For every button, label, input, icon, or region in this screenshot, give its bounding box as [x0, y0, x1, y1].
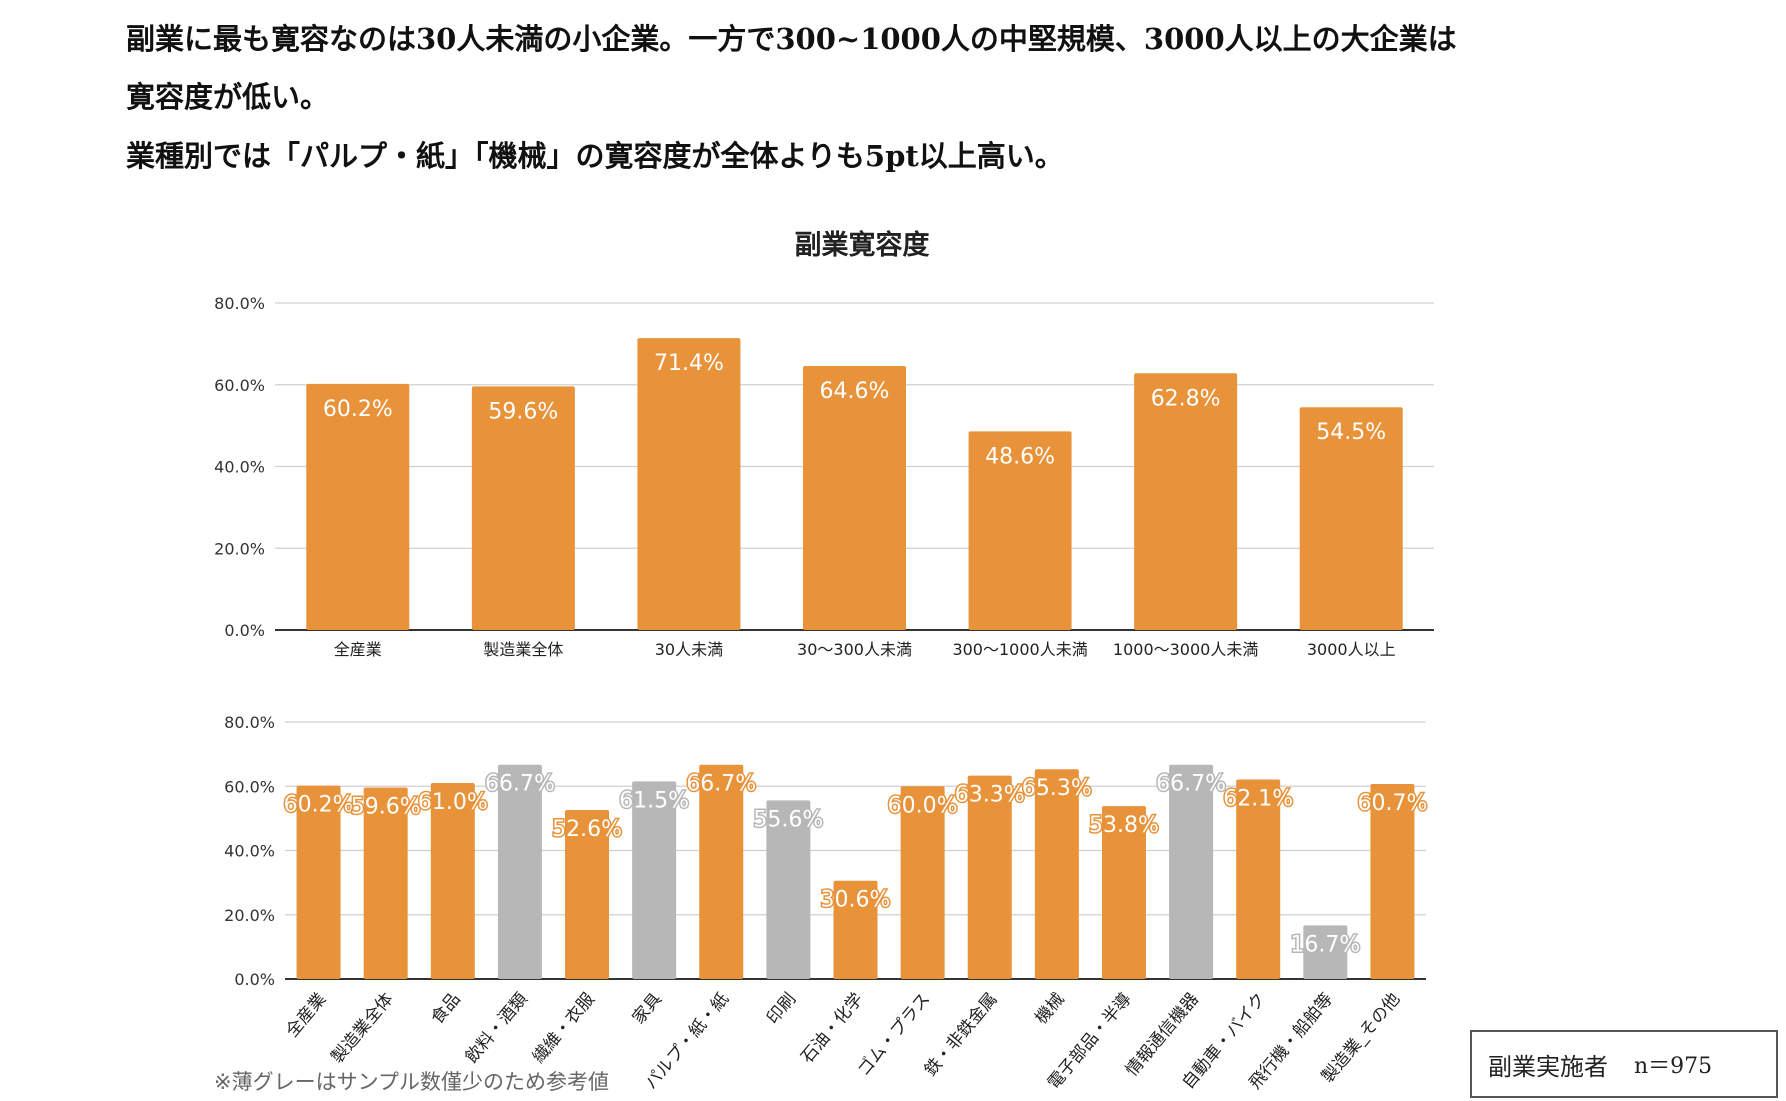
data-label: 66.7%	[1156, 772, 1226, 797]
bar	[968, 431, 1072, 630]
data-label: 71.4%	[654, 351, 724, 376]
y-tick-label: 40.0%	[224, 842, 275, 861]
bar	[363, 787, 408, 979]
sample-label: 副業実施者	[1488, 1052, 1608, 1081]
data-label: 16.7%	[1290, 932, 1360, 957]
bar	[1370, 784, 1415, 979]
bar	[699, 764, 744, 979]
bar	[497, 764, 542, 979]
x-tick-label: 繊維・衣服	[529, 989, 599, 1067]
x-tick-label: 30～300人未満	[797, 640, 912, 659]
data-label: 63.3%	[955, 783, 1025, 808]
data-label: 66.7%	[686, 772, 756, 797]
x-tick-label: 300～1000人未満	[952, 640, 1087, 659]
data-label: 55.6%	[753, 807, 823, 832]
data-label: 66.7%	[485, 772, 555, 797]
data-label: 53.8%	[1089, 813, 1159, 838]
x-tick-label: 石油・化学	[797, 989, 867, 1067]
data-label: 52.6%	[552, 817, 622, 842]
data-label: 61.0%	[418, 790, 488, 815]
bar	[1101, 806, 1146, 979]
y-tick-label: 20.0%	[214, 539, 265, 558]
bar	[632, 781, 677, 979]
sample-n: n＝975	[1634, 1054, 1713, 1079]
bar	[1169, 764, 1214, 979]
data-label: 64.6%	[820, 379, 890, 404]
bar	[565, 810, 610, 979]
bar	[803, 365, 906, 630]
data-label: 59.6%	[351, 795, 421, 820]
bar	[430, 783, 475, 979]
data-label: 54.5%	[1316, 420, 1386, 445]
x-tick-label: 家具	[629, 989, 666, 1028]
y-tick-label: 0.0%	[234, 970, 275, 989]
data-label: 30.6%	[821, 888, 891, 913]
x-tick-label: 全産業	[282, 989, 330, 1041]
data-label: 62.8%	[1151, 386, 1221, 411]
headline-line-2: 寛容度が低い。	[126, 80, 330, 114]
data-label: 62.1%	[1223, 787, 1293, 812]
bar	[766, 800, 811, 979]
y-tick-label: 60.0%	[214, 376, 265, 395]
chart-title: 副業寛容度	[795, 229, 930, 261]
headline-line-3: 業種別では「パルプ・紙」「機械」の寛容度が全体よりも5pt以上高い。	[126, 139, 1064, 173]
reference-note: ※薄グレーはサンプル数僅少のため参考値	[214, 1070, 609, 1094]
bar	[296, 785, 341, 979]
data-label: 59.6%	[488, 399, 558, 424]
x-tick-label: 飲料・酒類	[462, 989, 532, 1067]
x-tick-label: 全産業	[334, 640, 382, 659]
bar	[1303, 925, 1348, 979]
bar	[1299, 407, 1403, 630]
y-tick-label: 80.0%	[214, 294, 265, 313]
bar	[1134, 373, 1238, 630]
x-tick-label: 3000人以上	[1307, 640, 1396, 659]
data-label: 60.0%	[888, 793, 958, 818]
y-tick-label: 20.0%	[224, 906, 275, 925]
bar	[967, 775, 1012, 979]
bar	[471, 386, 575, 630]
y-tick-label: 60.0%	[224, 777, 275, 796]
bar	[1236, 779, 1281, 979]
bar	[1034, 769, 1079, 979]
y-tick-label: 40.0%	[214, 458, 265, 477]
data-label: 60.2%	[323, 397, 393, 422]
x-tick-label: 製造業全体	[328, 989, 398, 1067]
data-label: 65.3%	[1022, 776, 1092, 801]
bar	[833, 880, 878, 979]
y-tick-label: 0.0%	[224, 621, 265, 640]
bar	[306, 383, 410, 630]
x-tick-label: 30人未満	[655, 640, 723, 659]
headline-line-1: 副業に最も寛容なのは30人未満の小企業。一方で300~1000人の中堅規模、30…	[126, 22, 1457, 56]
y-tick-label: 80.0%	[224, 713, 275, 732]
sample-size-box: 副業実施者 n＝975	[1470, 1030, 1778, 1098]
x-tick-label: 印刷	[763, 989, 800, 1028]
bar	[637, 338, 741, 630]
bar	[900, 786, 945, 979]
data-label: 61.5%	[619, 788, 689, 813]
x-tick-label: 1000～3000人未満	[1113, 640, 1258, 659]
x-tick-label: 食品	[427, 989, 464, 1028]
data-label: 48.6%	[985, 444, 1055, 469]
data-label: 60.7%	[1357, 791, 1427, 816]
x-tick-label: 製造業全体	[483, 640, 563, 659]
x-tick-label: 機械	[1032, 989, 1069, 1028]
data-label: 60.2%	[284, 793, 354, 818]
